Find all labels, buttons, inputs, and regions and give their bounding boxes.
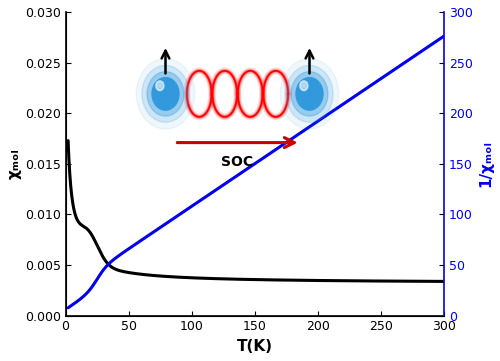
Circle shape xyxy=(291,71,328,116)
Circle shape xyxy=(280,59,339,129)
Circle shape xyxy=(136,59,195,129)
Circle shape xyxy=(286,65,333,122)
Circle shape xyxy=(300,81,308,91)
Circle shape xyxy=(152,78,179,110)
Circle shape xyxy=(156,81,164,91)
Text: SOC: SOC xyxy=(222,155,254,169)
Y-axis label: 1/χₘₒₗ: 1/χₘₒₗ xyxy=(478,140,493,187)
Y-axis label: χₘₒₗ: χₘₒₗ xyxy=(7,148,22,179)
Circle shape xyxy=(147,71,184,116)
X-axis label: T(K): T(K) xyxy=(236,339,272,354)
Circle shape xyxy=(142,65,189,122)
Circle shape xyxy=(296,78,323,110)
